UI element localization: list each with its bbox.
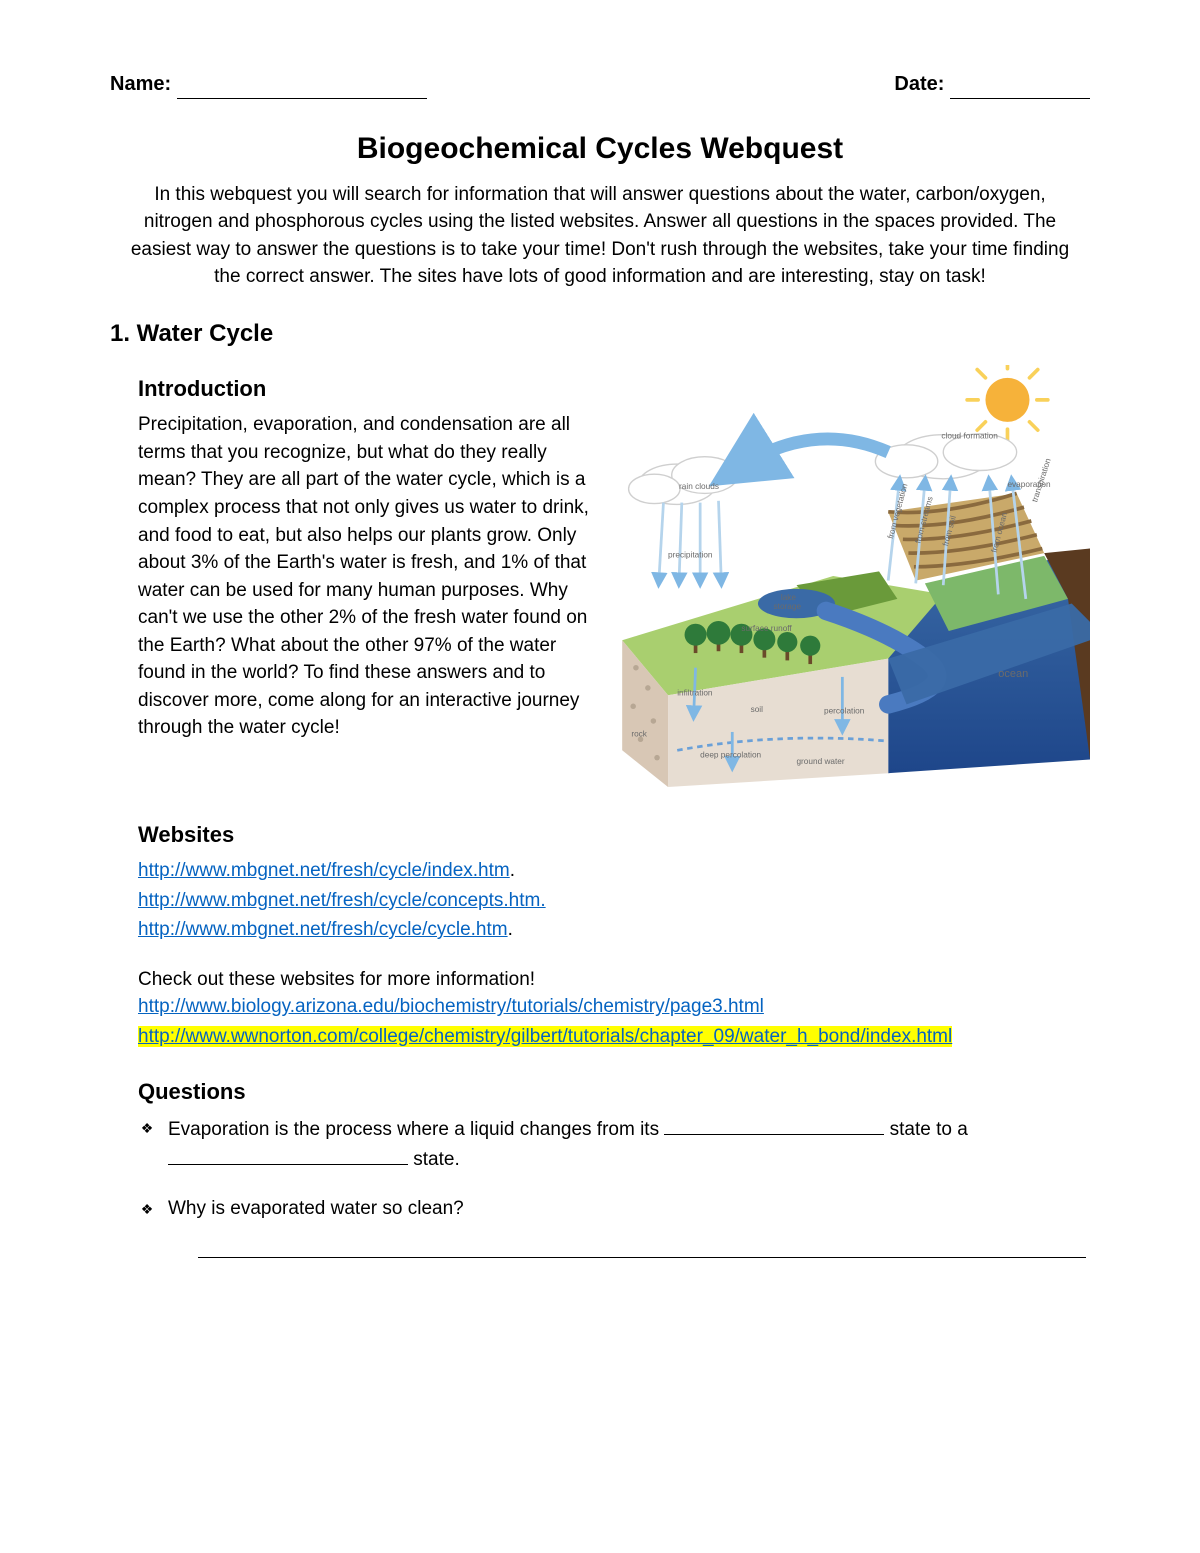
date-field: Date: xyxy=(894,70,1090,99)
lbl-rock: rock xyxy=(631,730,647,739)
questions-heading: Questions xyxy=(138,1076,1090,1108)
question-text: Why is evaporated water so clean? xyxy=(168,1195,1090,1223)
answer-blank[interactable] xyxy=(664,1114,884,1135)
websites-heading: Websites xyxy=(138,819,1090,851)
lbl-lake2: storage xyxy=(773,603,801,612)
intro-paragraph: In this webquest you will search for inf… xyxy=(118,181,1082,291)
bullet-icon: ❖ xyxy=(138,1195,156,1223)
lbl-rain-clouds: rain clouds xyxy=(679,482,719,491)
question-text: Evaporation is the process where a liqui… xyxy=(168,1114,1090,1173)
worksheet-header: Name: Date: xyxy=(110,70,1090,99)
answer-blank[interactable] xyxy=(168,1144,408,1165)
question-item: ❖ Why is evaporated water so clean? xyxy=(138,1195,1090,1223)
rain-clouds xyxy=(629,457,738,505)
more-link-highlighted[interactable]: http://www.wwnorton.com/college/chemistr… xyxy=(138,1026,952,1047)
website-link[interactable]: http://www.mbgnet.net/fresh/cycle/cycle.… xyxy=(138,919,508,940)
lbl-runoff: surface runoff xyxy=(741,625,792,634)
website-list: http://www.mbgnet.net/fresh/cycle/index.… xyxy=(138,857,1090,944)
lbl-infil: infiltration xyxy=(677,689,713,698)
introduction-body: Precipitation, evaporation, and condensa… xyxy=(138,411,595,742)
name-label: Name: xyxy=(110,73,171,95)
cloud-arrow xyxy=(741,439,888,466)
name-field: Name: xyxy=(110,70,427,99)
website-link[interactable]: http://www.mbgnet.net/fresh/cycle/index.… xyxy=(138,860,510,881)
more-link[interactable]: http://www.biology.arizona.edu/biochemis… xyxy=(138,996,764,1017)
lbl-gw: ground water xyxy=(796,758,844,767)
lbl-lake: lake xyxy=(781,593,797,602)
lbl-deep: deep percolation xyxy=(700,751,761,760)
bullet-icon: ❖ xyxy=(138,1114,156,1142)
page-title: Biogeochemical Cycles Webquest xyxy=(110,127,1090,171)
formation-clouds xyxy=(875,434,1016,479)
answer-line[interactable] xyxy=(198,1233,1086,1258)
section-heading: 1. Water Cycle xyxy=(110,317,1090,352)
lbl-ocean: ocean xyxy=(998,668,1028,680)
lbl-precip: precipitation xyxy=(668,551,713,560)
introduction-heading: Introduction xyxy=(138,373,595,405)
water-cycle-diagram: rain clouds cloud formation precipitatio… xyxy=(613,365,1090,805)
lbl-cloud-formation: cloud formation xyxy=(941,432,998,441)
lbl-soil: soil xyxy=(751,705,764,714)
rain-lines xyxy=(659,501,721,581)
sun-icon xyxy=(967,365,1048,440)
more-info-lead: Check out these websites for more inform… xyxy=(138,966,1090,994)
lbl-perc: percolation xyxy=(824,707,865,716)
date-label: Date: xyxy=(894,73,944,95)
more-link-list: http://www.biology.arizona.edu/biochemis… xyxy=(138,993,1090,1050)
question-item: ❖ Evaporation is the process where a liq… xyxy=(138,1114,1090,1173)
name-blank[interactable] xyxy=(177,79,427,99)
website-link[interactable]: http://www.mbgnet.net/fresh/cycle/concep… xyxy=(138,890,546,911)
date-blank[interactable] xyxy=(950,79,1090,99)
water-cycle-svg: rain clouds cloud formation precipitatio… xyxy=(613,365,1090,796)
